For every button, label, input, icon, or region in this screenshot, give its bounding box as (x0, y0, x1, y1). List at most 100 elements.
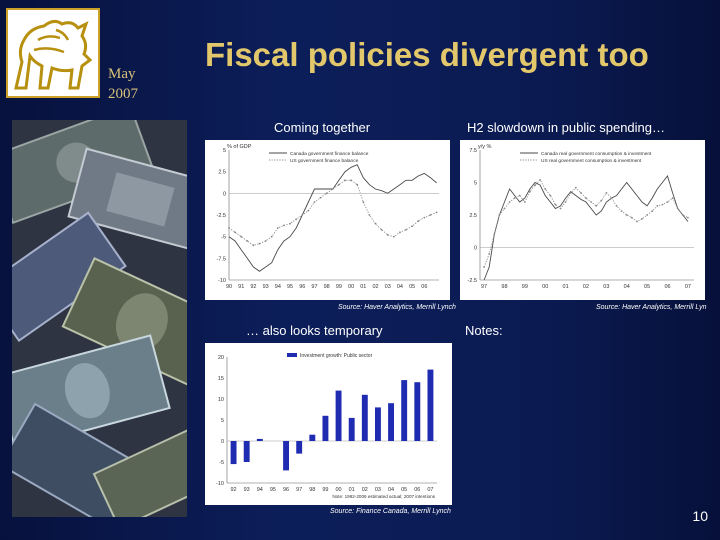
c2-series-point-1 (641, 218, 643, 220)
c3-xtick-label: 05 (401, 487, 407, 493)
c3-bar (230, 441, 237, 465)
c2-series-point-1 (686, 216, 689, 219)
c1-series-point-1 (337, 183, 340, 186)
c1-ytick-label: -7.5 (217, 256, 226, 262)
c1-series-point-1 (252, 244, 255, 247)
c1-series-point-1 (392, 235, 395, 238)
c2-ytick-label: 0 (474, 246, 477, 252)
c1-xtick-label: 01 (360, 284, 366, 290)
c1-ytick-label: -5 (221, 235, 226, 241)
c1-series-point-1 (234, 231, 237, 234)
c3-ytick-label: 0 (221, 439, 224, 445)
c1-xtick-label: 93 (263, 284, 269, 290)
c1-series-point-1 (313, 201, 316, 203)
c2-xtick-label: 06 (664, 284, 670, 290)
chart-panel-public-investment: 20 15 10 5 0 -5 -10 92 93 94 95 96 97 98 99 00 01 02 03 04 0… (205, 343, 452, 505)
c2-series-point-1 (661, 203, 664, 206)
c3-bar (296, 441, 303, 454)
c3-legend-swatch (287, 353, 297, 357)
c3-bar (374, 407, 381, 441)
c2-series-point-1 (615, 205, 618, 207)
c2-xtick-label: 03 (603, 284, 609, 290)
c2-series-point-1 (651, 210, 654, 212)
c3-xtick-label: 01 (349, 487, 355, 493)
c2-series-point-1 (554, 203, 557, 206)
c1-series-point-1 (356, 183, 359, 186)
c2-series-point-1 (610, 197, 613, 199)
c1-series-point-1 (417, 220, 420, 222)
c1-xtick-label: 03 (385, 284, 391, 290)
c2-xtick-label: 99 (522, 284, 528, 290)
c2-series-point-1 (676, 207, 679, 210)
c1-series-point-1 (325, 192, 328, 195)
c2-series-point-1 (534, 184, 536, 186)
c1-xtick-label: 90 (226, 284, 232, 290)
c2-series-point-1 (503, 207, 506, 210)
c3-xtick-label: 07 (427, 487, 433, 493)
c2-series-point-1 (590, 201, 592, 203)
c2-series-point-1 (630, 216, 633, 219)
c2-series-point-1 (564, 201, 567, 203)
c3-bar (335, 390, 342, 441)
c3-xtick-label: 96 (283, 487, 289, 493)
c3-note: Note: 1992-2006 estimated actual; 2007 i… (332, 494, 435, 499)
c2-series-point-1 (666, 201, 669, 203)
c2-ylabel: y/y % (478, 144, 492, 150)
c3-bar (361, 394, 368, 441)
c1-series-line-0 (228, 164, 437, 272)
c2-series-point-1 (656, 205, 659, 207)
page-number: 10 (692, 508, 708, 524)
c2-series-point-1 (529, 190, 531, 193)
c1-series-point-1 (368, 214, 371, 216)
c2-ytick-label: 5 (474, 181, 477, 187)
c2-ytick-label: 7.5 (469, 148, 477, 154)
c3-xtick-label: 98 (309, 487, 315, 493)
c3-bar (401, 380, 408, 441)
date-month: May (108, 66, 136, 82)
c2-series-point-1 (523, 201, 526, 203)
c1-series-point-1 (228, 227, 230, 229)
c2-xtick-label: 04 (624, 284, 630, 290)
source-chart-2: Source: Haver Analytics, Merrill Lyn (596, 304, 707, 311)
c2-xtick-label: 07 (685, 284, 691, 290)
c2-legend-label-0: Canada real government consumption & inv… (541, 151, 652, 157)
c3-ytick-label: 10 (218, 397, 224, 403)
c2-series-point-1 (595, 205, 598, 207)
c1-ytick-label: 0 (223, 191, 226, 197)
heading-also-temporary: … also looks temporary (246, 323, 383, 338)
c2-series-point-1 (513, 197, 516, 199)
c3-ytick-label: 5 (221, 418, 224, 424)
c3-bar (256, 438, 263, 441)
c2-series-point-1 (539, 179, 542, 181)
c1-series-point-1 (258, 242, 261, 245)
c1-series-point-1 (374, 222, 377, 225)
c2-series-point-1 (569, 192, 572, 194)
chart-panel-gov-spending: 7.5 5 2.5 0 -2.5 97 98 99 00 01 02 03 04 05 06 07 y/y % C… (460, 140, 705, 300)
c1-xtick-label: 91 (238, 284, 244, 290)
c3-xtick-label: 02 (362, 487, 368, 493)
c1-series-point-1 (246, 240, 249, 242)
c3-ytick-label: -10 (216, 481, 224, 487)
c3-xtick-label: 94 (257, 487, 263, 493)
source-chart-1: Source: Haver Analytics, Merrill Lynch (338, 304, 456, 311)
c2-xtick-label: 98 (501, 284, 507, 290)
c3-legend-label: Investment growth: Public sector (300, 353, 373, 359)
c2-series-line-1 (483, 179, 689, 268)
c2-series-point-1 (600, 199, 603, 202)
c1-ytick-label: -10 (218, 278, 226, 284)
c2-series-point-1 (671, 197, 674, 199)
c2-series-point-1 (579, 192, 582, 194)
c3-xtick-label: 00 (336, 487, 342, 493)
c1-xtick-label: 05 (409, 284, 415, 290)
c1-ytick-label: -2.5 (217, 213, 226, 219)
c2-series-point-1 (620, 210, 623, 212)
c2-series-point-1 (498, 214, 501, 216)
bull-logo (6, 8, 100, 98)
chart-gov-spending: 7.5 5 2.5 0 -2.5 97 98 99 00 01 02 03 04 05 06 07 y/y % C… (468, 144, 694, 290)
c1-series-point-1 (405, 228, 407, 231)
c2-series-point-1 (549, 194, 552, 197)
c3-xtick-label: 93 (244, 487, 250, 493)
c1-series-point-1 (240, 235, 243, 238)
c1-series-line-1 (228, 179, 437, 246)
